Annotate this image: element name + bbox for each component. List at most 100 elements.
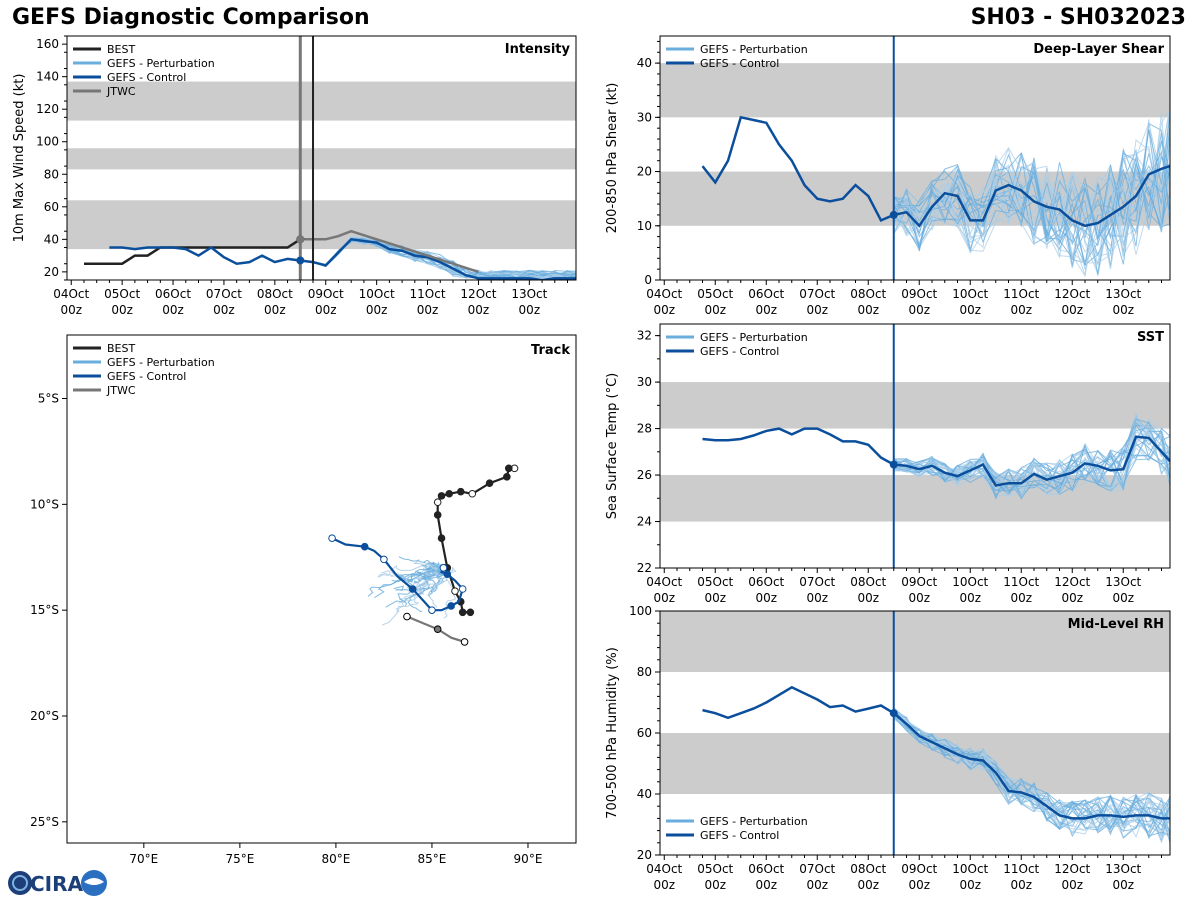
shear-xtick-label-hour: 00z <box>908 303 930 317</box>
shear-xtick-label-day: 11Oct <box>1003 287 1039 301</box>
shear-perturbation-member-0 <box>893 154 1170 277</box>
rh-ytick-label: 40 <box>637 787 652 801</box>
sst-xtick-label-day: 09Oct <box>901 575 937 589</box>
rh-legend-label: GEFS - Perturbation <box>700 815 808 828</box>
intensity-control-init-marker <box>296 256 305 265</box>
shear-perturbation-member-24 <box>893 160 1170 247</box>
rh-perturbation-member-28 <box>893 714 1170 831</box>
intensity-ytick-label: 80 <box>44 167 59 181</box>
intensity-band-2 <box>67 81 576 121</box>
sst-legend-label: GEFS - Perturbation <box>700 331 808 344</box>
intensity-xtick-label-day: 10Oct <box>359 287 395 301</box>
sst-xtick-label-day: 06Oct <box>748 575 784 589</box>
track-best-point <box>433 498 442 507</box>
intensity-legend-label: JTWC <box>106 85 136 98</box>
intensity-xtick-label-hour: 00z <box>315 303 337 317</box>
track-legend-label: BEST <box>107 342 135 355</box>
track-best-point <box>468 489 477 498</box>
track-best-point <box>437 534 446 543</box>
track-ytick-label: 10°S <box>30 497 59 511</box>
sst-band-1 <box>660 382 1170 429</box>
rh-band-0 <box>660 733 1170 794</box>
track-best-point <box>504 464 513 473</box>
sst-xtick-label-hour: 00z <box>1061 591 1083 605</box>
shear-xtick-label-hour: 00z <box>755 303 777 317</box>
track-control-point <box>443 570 452 578</box>
shear-xtick-label-day: 09Oct <box>901 287 937 301</box>
shear-xtick-label-hour: 00z <box>959 303 981 317</box>
track-control-point <box>439 564 448 572</box>
intensity-xtick-label-day: 05Oct <box>104 287 140 301</box>
track-xtick-label: 80°E <box>321 852 350 866</box>
intensity-ytick-label: 60 <box>44 200 59 214</box>
track-jtwc-point <box>433 625 442 634</box>
sst-ytick-label: 30 <box>637 375 652 389</box>
shear-xtick-label-day: 04Oct <box>646 287 682 301</box>
sst-perturbation-member-26 <box>893 423 1170 496</box>
intensity-jtwc-init-marker <box>296 235 305 244</box>
track-control-point <box>360 542 369 551</box>
sst-perturbation-member-29 <box>893 427 1170 500</box>
rh-panel-title: Mid-Level RH <box>1068 617 1164 632</box>
rh-ytick-label: 100 <box>629 604 652 618</box>
track-control-point <box>428 606 436 614</box>
sst-xtick-label-day: 07Oct <box>799 575 835 589</box>
sst-panel-title: SST <box>1137 330 1164 345</box>
intensity-xtick-label-day: 06Oct <box>155 287 191 301</box>
shear-perturbation-member-25 <box>893 133 1170 266</box>
rh-xtick-label-day: 10Oct <box>952 862 988 876</box>
track-best-point <box>503 473 511 481</box>
shear-ytick-label: 20 <box>637 165 652 179</box>
track-best-point <box>466 608 475 617</box>
intensity-xtick-label-hour: 00z <box>264 303 286 317</box>
track-control-point <box>447 602 455 610</box>
rh-xtick-label-day: 04Oct <box>646 862 682 876</box>
track-best-point <box>433 511 442 519</box>
figure-title: GEFS Diagnostic Comparison <box>12 5 370 30</box>
track-legend-label: GEFS - Control <box>107 370 186 383</box>
rh-perturbation-member-17 <box>893 715 1170 832</box>
sst-ytick-label: 22 <box>637 561 652 575</box>
track-ytick-label: 15°S <box>30 603 59 617</box>
sst-perturbation-member-27 <box>893 418 1170 491</box>
intensity-xtick-label-day: 12Oct <box>460 287 496 301</box>
track-control-point <box>408 585 417 593</box>
rh-xtick-label-day: 13Oct <box>1105 862 1141 876</box>
intensity-legend-label: GEFS - Control <box>107 71 186 84</box>
track-legend-label: JTWC <box>106 384 136 397</box>
intensity-legend-label: GEFS - Perturbation <box>107 57 215 70</box>
shear-xtick-label-hour: 00z <box>1010 303 1032 317</box>
shear-legend-label: GEFS - Perturbation <box>700 43 808 56</box>
track-jtwc-point <box>403 612 411 621</box>
shear-xtick-label-hour: 00z <box>806 303 828 317</box>
track-plot-area <box>328 464 519 646</box>
track-legend-label: GEFS - Perturbation <box>107 356 215 369</box>
rh-band-1 <box>660 611 1170 672</box>
track-xtick-label: 70°E <box>129 852 158 866</box>
rh-ytick-label: 60 <box>637 726 652 740</box>
intensity-panel-title: Intensity <box>505 42 571 57</box>
sst-xtick-label-day: 08Oct <box>850 575 886 589</box>
sst-ytick-label: 24 <box>637 515 652 529</box>
sst-plot-area <box>660 382 1170 522</box>
shear-xtick-label-hour: 00z <box>653 303 675 317</box>
intensity-xtick-label-hour: 00z <box>468 303 490 317</box>
sst-xtick-label-hour: 00z <box>755 591 777 605</box>
intensity-xtick-label-hour: 00z <box>417 303 439 317</box>
logo-text: CIRA <box>30 872 84 896</box>
track-xtick-label: 90°E <box>514 852 543 866</box>
intensity-best-line <box>84 238 313 265</box>
track-perturbation-member-11 <box>407 569 444 613</box>
rh-ytick-label: 20 <box>637 848 652 862</box>
rh-xtick-label-hour: 00z <box>1061 878 1083 892</box>
intensity-ytick-label: 40 <box>44 232 59 246</box>
track-perturbation-member-12 <box>417 569 444 592</box>
track-control-point <box>380 555 388 564</box>
sst-perturbation-member-23 <box>893 423 1170 496</box>
track-best-point <box>451 587 459 595</box>
sst-control-line <box>702 427 1170 487</box>
rh-xtick-label-hour: 00z <box>1112 878 1134 892</box>
shear-xtick-label-day: 07Oct <box>799 287 835 301</box>
storm-id-title: SH03 - SH032023 <box>970 5 1186 30</box>
